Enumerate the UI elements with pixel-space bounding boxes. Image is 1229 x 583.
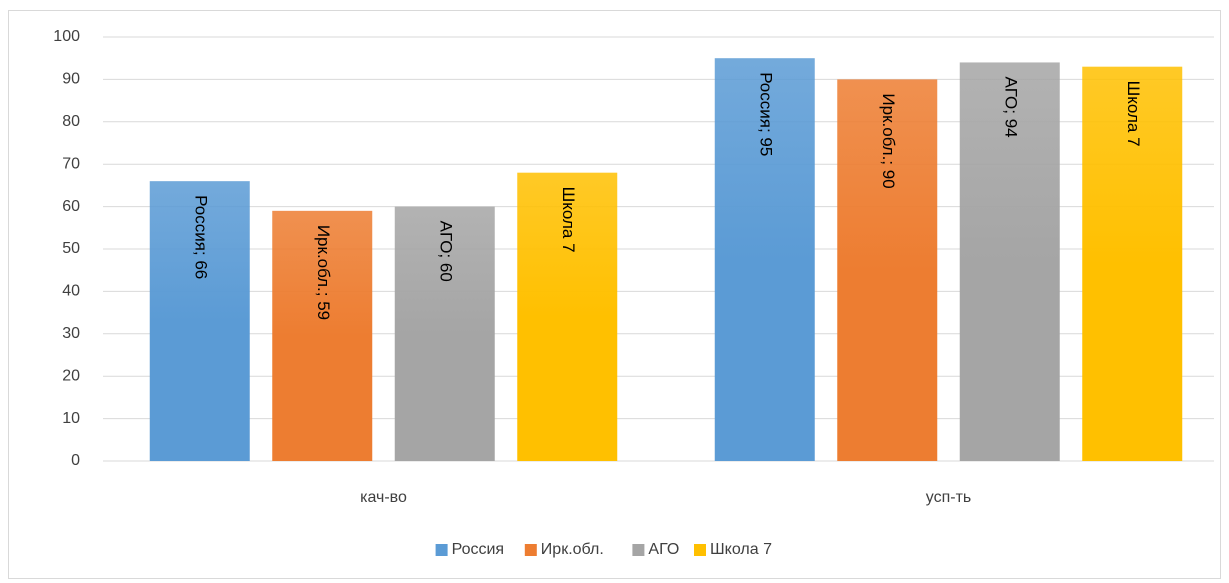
y-tick-label: 90 [62, 71, 80, 88]
y-tick-label: 0 [71, 452, 80, 469]
y-tick-label: 20 [62, 367, 80, 384]
bar [714, 58, 815, 461]
bar [959, 62, 1060, 461]
y-tick-label: 50 [62, 240, 80, 257]
bar [1082, 66, 1183, 462]
bar [394, 206, 495, 461]
data-label: Россия; 66 [191, 195, 210, 279]
y-tick-label: 100 [53, 28, 80, 45]
bar [149, 181, 250, 461]
data-label: Ирк.обл.; 90 [879, 93, 898, 188]
data-label: АГО; 60 [436, 221, 455, 282]
legend-swatch [632, 544, 645, 556]
data-label: АГО; 94 [1001, 76, 1020, 137]
data-label: Ирк.обл.; 59 [314, 225, 333, 320]
legend-label: Ирк.обл. [541, 541, 604, 558]
data-label: Россия; 95 [756, 72, 775, 156]
y-tick-label: 70 [62, 155, 80, 172]
bar [837, 79, 938, 462]
x-tick-label: кач-во [360, 489, 407, 506]
legend-swatch [694, 544, 706, 556]
bar [517, 172, 618, 461]
y-tick-label: 60 [62, 198, 80, 215]
y-tick-label: 30 [62, 325, 80, 342]
y-tick-label: 80 [62, 113, 80, 130]
legend-swatch [524, 544, 537, 556]
legend-swatch [435, 544, 448, 556]
legend-label: Школа 7 [710, 541, 772, 558]
bar [272, 210, 373, 461]
data-label: Школа 7 [559, 187, 578, 253]
y-tick-label: 10 [62, 410, 80, 427]
data-label: Школа 7 [1124, 81, 1143, 147]
legend-label: Россия [452, 541, 504, 558]
legend-label: АГО [648, 541, 679, 558]
y-tick-label: 40 [62, 283, 80, 300]
x-tick-label: усп-ть [926, 489, 971, 506]
